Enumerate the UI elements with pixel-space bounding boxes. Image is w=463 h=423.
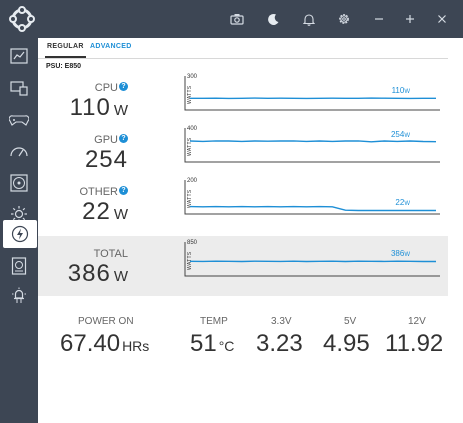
cpu-help-icon[interactable]: ? bbox=[119, 82, 128, 91]
power-on-value: 67.40 HRs bbox=[60, 330, 150, 357]
voltage-12v-label: 12V bbox=[408, 316, 426, 327]
gpu-help-icon[interactable]: ? bbox=[119, 134, 128, 143]
plus-icon bbox=[406, 15, 414, 23]
close-button[interactable] bbox=[427, 0, 457, 38]
camera-icon[interactable] bbox=[222, 0, 252, 38]
storage-icon bbox=[11, 257, 27, 275]
sidebar-item-led[interactable] bbox=[4, 282, 34, 310]
gpu-value-number: 254 bbox=[84, 146, 128, 173]
other-label: OTHER? bbox=[40, 186, 128, 198]
gpu-graph-current-value: 254 bbox=[390, 129, 405, 139]
sidebar-item-gaming[interactable] bbox=[4, 106, 34, 134]
total-label: TOTAL bbox=[40, 248, 128, 260]
cpu-value: 110 W bbox=[40, 94, 128, 122]
sidebar-item-cooling[interactable] bbox=[4, 169, 34, 197]
close-icon bbox=[438, 15, 446, 23]
cpu-value-number: 110 bbox=[69, 94, 111, 121]
total-power-graph bbox=[184, 242, 440, 277]
voltage-3v3-value: 3.23 bbox=[256, 330, 303, 357]
total-graph-current-unit: W bbox=[404, 252, 410, 259]
maximize-button[interactable] bbox=[395, 0, 425, 38]
total-value-unit: W bbox=[113, 268, 128, 285]
gpu-graph-line bbox=[189, 140, 437, 143]
sidebar-item-power[interactable] bbox=[3, 220, 37, 248]
dashboard-icon bbox=[10, 48, 28, 64]
other-graph-axes bbox=[184, 180, 440, 215]
total-value-number: 386 bbox=[67, 260, 111, 287]
other-help-icon[interactable]: ? bbox=[119, 186, 128, 195]
total-graph-axes bbox=[184, 242, 440, 277]
cpu-value-unit: W bbox=[113, 102, 128, 119]
voltage-5v-label: 5V bbox=[344, 316, 357, 327]
gpu-graph-axes bbox=[184, 128, 440, 163]
sidebar-item-performance[interactable] bbox=[4, 137, 34, 165]
tab-advanced[interactable]: ADVANCED bbox=[90, 43, 132, 50]
other-value-number: 22 bbox=[82, 198, 111, 225]
sidebar-item-monitor[interactable] bbox=[4, 74, 34, 102]
other-value-unit: W bbox=[113, 206, 128, 223]
temp-value: 51 °C bbox=[190, 330, 235, 357]
gear-icon[interactable] bbox=[329, 0, 359, 38]
gpu-power-graph bbox=[184, 128, 440, 163]
total-row-background bbox=[38, 236, 448, 296]
sidebar-item-storage[interactable] bbox=[4, 252, 34, 280]
cpu-power-graph bbox=[184, 76, 440, 111]
sidebar-item-dashboard[interactable] bbox=[4, 42, 34, 70]
cpu-name-text: CPU bbox=[94, 82, 118, 94]
tab-bar: REGULAR ADVANCED bbox=[38, 38, 448, 59]
temp-unit: °C bbox=[218, 338, 235, 354]
moon-icon[interactable] bbox=[258, 0, 288, 38]
window-edge bbox=[448, 38, 463, 423]
stats-footer: POWER ON 67.40 HRs TEMP 51 °C 3.3V 3.23 5V… bbox=[0, 316, 463, 366]
other-graph-current-value: 22 bbox=[395, 198, 405, 208]
gpu-graph-current-unit: W bbox=[404, 132, 410, 139]
gpu-label: GPU? bbox=[40, 134, 128, 146]
app-logo-icon bbox=[9, 6, 35, 32]
cpu-graph-current-value: 110 bbox=[391, 86, 405, 96]
gauge-icon bbox=[10, 147, 28, 157]
other-graph-max: 200 bbox=[187, 178, 198, 184]
cpu-graph-axes bbox=[184, 76, 440, 111]
other-graph-line bbox=[189, 205, 436, 212]
minus-icon bbox=[375, 18, 383, 20]
gpu-value: 254 bbox=[40, 146, 128, 174]
power-on-unit: HRs bbox=[122, 338, 150, 354]
minimize-button[interactable] bbox=[364, 0, 394, 38]
monitor-icon bbox=[10, 81, 28, 96]
other-power-graph bbox=[184, 180, 440, 215]
gpu-graph-current: 254W bbox=[364, 130, 410, 139]
power-on-label: POWER ON bbox=[78, 316, 134, 327]
total-graph-current: 386W bbox=[364, 249, 410, 258]
sidebar bbox=[0, 38, 38, 423]
other-value: 22 W bbox=[40, 198, 128, 226]
total-value: 386 W bbox=[40, 260, 128, 288]
bell-icon[interactable] bbox=[294, 0, 324, 38]
tab-regular[interactable]: REGULAR bbox=[45, 40, 86, 58]
cpu-graph-max: 300 bbox=[187, 74, 198, 80]
power-icon bbox=[11, 225, 29, 243]
cpu-graph-current: 110W bbox=[364, 86, 410, 95]
psu-label: PSU: E850 bbox=[46, 63, 82, 70]
other-graph-current: 22W bbox=[364, 198, 410, 207]
gamepad-icon bbox=[9, 115, 29, 126]
other-name-text: OTHER bbox=[79, 186, 119, 198]
temp-label: TEMP bbox=[200, 316, 228, 327]
title-bar bbox=[0, 0, 463, 38]
cpu-label: CPU? bbox=[40, 82, 128, 94]
fan-icon bbox=[10, 174, 28, 192]
total-graph-current-value: 386 bbox=[390, 249, 405, 259]
total-name-text: TOTAL bbox=[93, 248, 128, 260]
gpu-graph-max: 400 bbox=[187, 126, 198, 132]
other-graph-current-unit: W bbox=[404, 201, 410, 208]
voltage-3v3-label: 3.3V bbox=[271, 316, 292, 327]
total-graph-max: 850 bbox=[187, 240, 198, 246]
voltage-12v-value: 11.92 bbox=[385, 330, 444, 357]
gpu-name-text: GPU bbox=[94, 134, 118, 146]
led-icon bbox=[12, 287, 26, 303]
cpu-graph-current-unit: W bbox=[404, 89, 410, 96]
voltage-5v-value: 4.95 bbox=[323, 330, 370, 357]
